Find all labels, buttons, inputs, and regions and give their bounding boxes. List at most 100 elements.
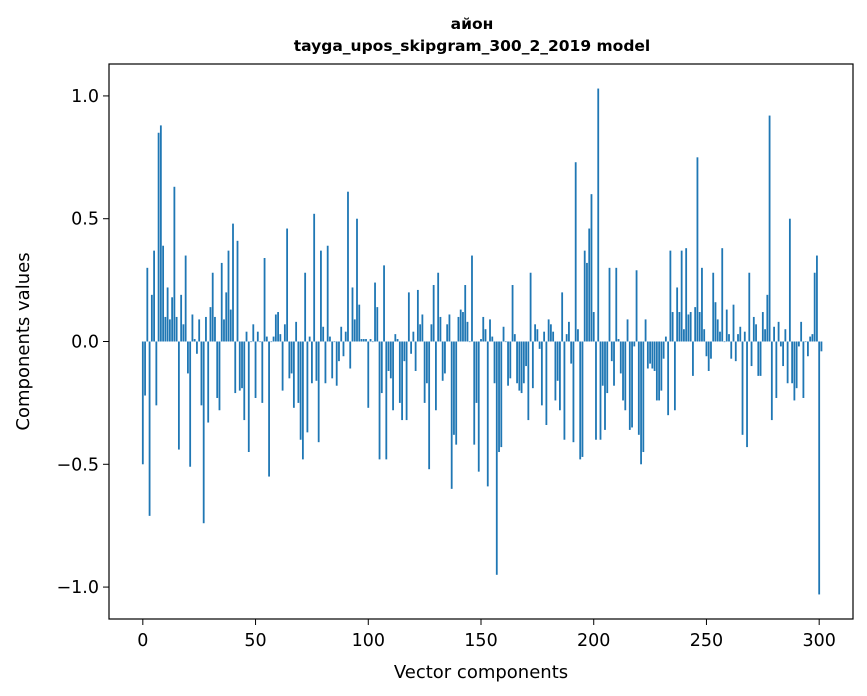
bar-38 bbox=[227, 250, 230, 342]
bar-74 bbox=[308, 336, 311, 342]
bar-18 bbox=[182, 324, 185, 342]
bar-13 bbox=[171, 297, 174, 342]
bar-215 bbox=[626, 319, 629, 342]
bar-61 bbox=[279, 334, 282, 342]
y-axis-ticks: −1.0 −0.5 0.0 0.5 1.0 bbox=[57, 87, 109, 598]
bar-179 bbox=[545, 341, 548, 425]
bar-123 bbox=[419, 324, 422, 342]
bar-124 bbox=[421, 314, 424, 342]
bar-234 bbox=[669, 250, 672, 342]
bar-296 bbox=[809, 336, 812, 342]
bar-97 bbox=[360, 339, 363, 342]
bar-8 bbox=[159, 125, 162, 342]
bar-288 bbox=[791, 341, 794, 384]
bar-15 bbox=[175, 316, 178, 342]
bar-34 bbox=[218, 341, 221, 411]
bar-114 bbox=[398, 341, 401, 403]
bar-219 bbox=[635, 270, 638, 342]
bar-78 bbox=[317, 341, 320, 443]
bar-265 bbox=[739, 326, 742, 342]
bar-89 bbox=[342, 341, 345, 357]
bar-294 bbox=[804, 341, 807, 343]
bar-131 bbox=[437, 272, 440, 342]
bar-73 bbox=[306, 341, 309, 433]
bar-116 bbox=[403, 341, 406, 362]
bar-132 bbox=[439, 316, 442, 342]
bar-30 bbox=[209, 307, 212, 342]
bar-251 bbox=[707, 341, 710, 371]
bar-109 bbox=[387, 341, 390, 371]
bar-4 bbox=[150, 294, 153, 342]
bar-167 bbox=[518, 341, 521, 391]
bar-103 bbox=[374, 282, 376, 342]
bar-275 bbox=[761, 312, 764, 342]
bar-49 bbox=[252, 324, 255, 342]
y-tick-label: 0.5 bbox=[71, 210, 99, 230]
x-tick-label: 250 bbox=[690, 631, 723, 651]
bar-284 bbox=[782, 341, 785, 367]
x-tick-label: 100 bbox=[352, 631, 385, 651]
bar-59 bbox=[274, 314, 277, 342]
bar-286 bbox=[786, 341, 789, 384]
bar-208 bbox=[610, 341, 613, 362]
bar-161 bbox=[504, 341, 507, 343]
bar-1 bbox=[144, 341, 146, 396]
bar-273 bbox=[757, 341, 760, 376]
bar-254 bbox=[714, 302, 717, 342]
bar-136 bbox=[448, 314, 451, 342]
bar-91 bbox=[347, 191, 349, 342]
bar-99 bbox=[365, 339, 367, 342]
bar-41 bbox=[234, 341, 237, 394]
bar-159 bbox=[500, 341, 503, 448]
bar-195 bbox=[581, 341, 584, 457]
bar-5 bbox=[153, 250, 155, 342]
bar-96 bbox=[358, 304, 361, 342]
bar-256 bbox=[719, 331, 721, 342]
bar-280 bbox=[773, 326, 775, 342]
bar-277 bbox=[766, 294, 769, 342]
bar-144 bbox=[466, 321, 469, 342]
bar-243 bbox=[689, 312, 692, 342]
bar-255 bbox=[716, 319, 719, 342]
y-tick-label: 1.0 bbox=[71, 87, 99, 107]
bar-199 bbox=[590, 194, 593, 342]
bar-291 bbox=[797, 341, 800, 347]
bar-64 bbox=[286, 228, 289, 342]
bar-267 bbox=[743, 331, 746, 342]
bar-260 bbox=[728, 334, 730, 342]
x-tick-label: 50 bbox=[244, 631, 266, 651]
bar-133 bbox=[441, 341, 444, 381]
bar-151 bbox=[482, 316, 485, 342]
bar-16 bbox=[177, 341, 180, 450]
bar-51 bbox=[256, 331, 259, 342]
bar-152 bbox=[484, 329, 487, 342]
bar-36 bbox=[223, 319, 225, 342]
bar-43 bbox=[238, 341, 241, 391]
bar-216 bbox=[628, 341, 631, 430]
bar-290 bbox=[795, 341, 798, 389]
bar-289 bbox=[793, 341, 796, 401]
bar-183 bbox=[554, 341, 557, 401]
bar-95 bbox=[356, 218, 358, 342]
bar-110 bbox=[389, 341, 392, 379]
bar-145 bbox=[468, 341, 471, 343]
bar-46 bbox=[245, 331, 248, 342]
bar-76 bbox=[313, 213, 316, 342]
bar-301 bbox=[820, 341, 823, 352]
bar-72 bbox=[304, 272, 307, 342]
bar-39 bbox=[229, 309, 232, 342]
bar-135 bbox=[446, 324, 449, 342]
bar-218 bbox=[633, 341, 636, 347]
bar-92 bbox=[349, 341, 352, 369]
bar-297 bbox=[811, 334, 814, 342]
bar-270 bbox=[750, 341, 753, 367]
bar-137 bbox=[450, 341, 453, 489]
bar-229 bbox=[658, 341, 661, 401]
bar-201 bbox=[595, 341, 597, 440]
bar-171 bbox=[527, 341, 530, 421]
bar-121 bbox=[414, 341, 417, 371]
bar-146 bbox=[471, 255, 473, 342]
bar-58 bbox=[272, 336, 275, 342]
bar-246 bbox=[696, 157, 699, 342]
